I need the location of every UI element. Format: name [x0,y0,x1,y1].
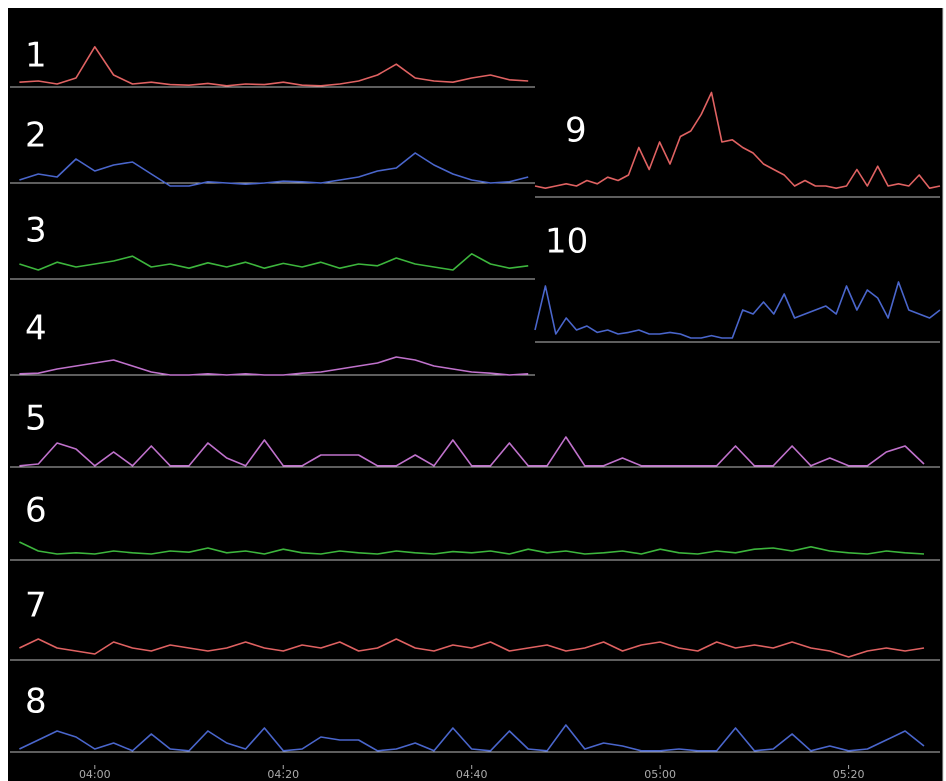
x-tick-label: 05:00 [644,768,676,781]
trace [19,253,529,271]
trace-label: 5 [25,399,47,439]
trace [19,436,925,467]
trace [19,638,925,658]
trace [19,356,529,376]
trace [534,281,941,339]
trace [19,46,529,87]
trace-label: 1 [25,36,47,76]
x-tick-label: 04:20 [267,768,299,781]
trace-label: 4 [25,309,47,349]
trace [534,91,941,189]
trace-label: 3 [25,211,47,251]
trace-label: 10 [545,222,588,262]
trace [19,724,925,752]
trace-label: 7 [25,586,47,626]
x-tick-label: 05:20 [833,768,865,781]
trace-label: 9 [565,111,587,151]
trace-label: 6 [25,491,47,531]
background [8,8,943,781]
trace [19,152,529,187]
trace [19,541,925,555]
trace-label: 2 [25,116,47,156]
x-tick-label: 04:00 [79,768,111,781]
trace-label: 8 [25,682,47,722]
x-tick-label: 04:40 [456,768,488,781]
